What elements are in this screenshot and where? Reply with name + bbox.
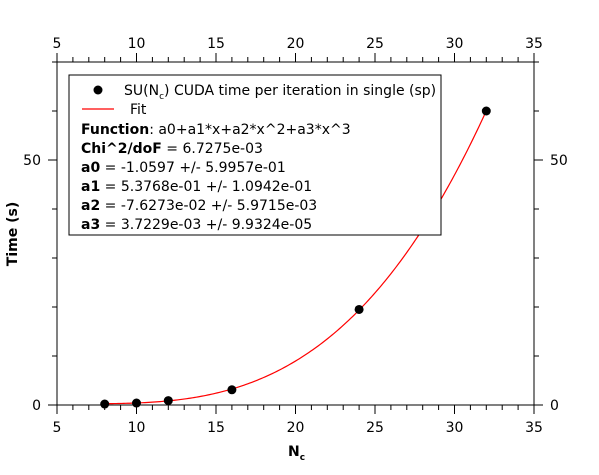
y-tick-label-right: 0 <box>550 398 559 414</box>
legend-label-points-post: ) CUDA time per iteration in single (sp) <box>164 83 436 99</box>
legend-a2-value: = -7.6273e-02 +/- 5.9715e-03 <box>100 198 317 214</box>
legend-chi2: Chi^2/doF = 6.7275e-03 <box>81 141 263 157</box>
legend-a0-value: = -1.0597 +/- 5.9957e-01 <box>100 160 286 176</box>
legend-function-key: Function <box>81 122 149 138</box>
data-point <box>227 385 237 395</box>
x-tick-label-bottom: 20 <box>287 420 305 436</box>
legend-a0: a0 = -1.0597 +/- 5.9957e-01 <box>81 160 286 176</box>
tick-labels: 5 5 10 10 15 15 20 20 25 25 30 30 35 35 0 0 50 50 <box>23 36 568 436</box>
legend-a3: a3 = 3.7229e-03 +/- 9.9324e-05 <box>81 217 312 233</box>
legend-a1: a1 = 5.3768e-01 +/- 1.0942e-01 <box>81 179 312 195</box>
data-point <box>163 396 173 406</box>
legend-label-points: SU(Nc) CUDA time per iteration in single… <box>124 83 436 102</box>
legend-a1-key: a1 <box>81 179 100 195</box>
x-tick-label-top: 30 <box>446 36 464 52</box>
x-tick-label-top: 25 <box>366 36 384 52</box>
x-tick-label-bottom: 35 <box>525 420 543 436</box>
legend-a2: a2 = -7.6273e-02 +/- 5.9715e-03 <box>81 198 317 214</box>
legend-a0-key: a0 <box>81 160 100 176</box>
x-tick-label-top: 15 <box>207 36 225 52</box>
legend-a1-value: = 5.3768e-01 +/- 1.0942e-01 <box>100 179 312 195</box>
legend-label-points-sub: c <box>159 92 164 102</box>
legend-label-fit: Fit <box>130 102 147 118</box>
x-axis-title-sub: c <box>300 453 305 463</box>
points-layer <box>100 106 491 409</box>
axis-ticks <box>48 53 543 414</box>
x-tick-label-bottom: 15 <box>207 420 225 436</box>
legend-function: Function: a0+a1*x+a2*x^2+a3*x^3 <box>81 122 351 138</box>
legend-marker-points <box>93 85 103 95</box>
x-tick-label-bottom: 25 <box>366 420 384 436</box>
legend-a2-key: a2 <box>81 198 100 214</box>
data-point <box>481 106 491 116</box>
legend-label-points-pre: SU(N <box>124 83 159 99</box>
x-tick-label-bottom: 10 <box>128 420 146 436</box>
x-tick-label-bottom: 5 <box>53 420 62 436</box>
y-axis-title: Time (s) <box>5 202 21 266</box>
y-tick-label-left: 50 <box>23 153 41 169</box>
x-axis-title: Nc <box>288 444 305 463</box>
y-tick-label-right: 50 <box>550 153 568 169</box>
legend-function-value: : a0+a1*x+a2*x^2+a3*x^3 <box>149 122 350 138</box>
data-point <box>100 399 110 409</box>
legend-chi2-key: Chi^2/doF <box>81 141 162 157</box>
x-tick-label-bottom: 30 <box>446 420 464 436</box>
x-tick-label-top: 5 <box>53 36 62 52</box>
x-tick-label-top: 20 <box>287 36 305 52</box>
legend-a3-key: a3 <box>81 217 100 233</box>
data-point <box>354 304 364 314</box>
y-tick-label-left: 0 <box>32 398 41 414</box>
legend-box <box>68 74 442 236</box>
legend: SU(Nc) CUDA time per iteration in single… <box>68 74 442 236</box>
legend-chi2-value: = 6.7275e-03 <box>162 141 263 157</box>
x-tick-label-top: 10 <box>128 36 146 52</box>
x-tick-label-top: 35 <box>525 36 543 52</box>
x-axis-title-main: N <box>288 444 300 460</box>
legend-a3-value: = 3.7229e-03 +/- 9.9324e-05 <box>100 217 312 233</box>
data-point <box>132 398 141 408</box>
